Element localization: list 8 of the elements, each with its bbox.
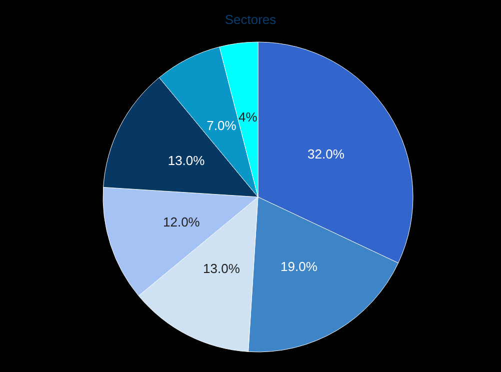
data-label: 32.0%	[308, 146, 345, 162]
data-label: 13.0%	[203, 261, 240, 276]
chart-title: Sectores	[224, 12, 277, 27]
data-label: 19.0%	[280, 258, 318, 274]
data-label: 7.0%	[206, 118, 237, 133]
data-label: 13.0%	[168, 152, 206, 168]
data-label: 12.0%	[163, 214, 200, 230]
data-label: 4%	[238, 110, 258, 125]
